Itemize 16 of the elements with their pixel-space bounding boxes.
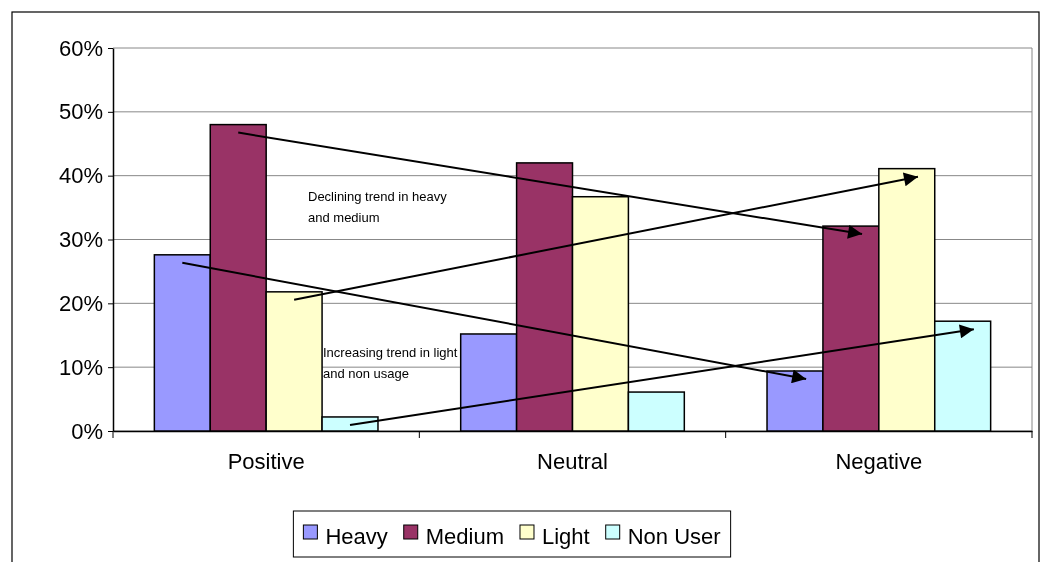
- y-tick-label: 30%: [58, 227, 103, 253]
- y-tick-label: 0%: [71, 418, 103, 444]
- x-tick-label: Positive: [227, 449, 305, 475]
- legend-label: Heavy: [325, 523, 388, 549]
- annotation: Increasing trend in light and non usage: [323, 345, 458, 381]
- x-tick-label: Negative: [835, 449, 923, 475]
- y-tick-label: 40%: [58, 163, 103, 189]
- x-tick-label: Neutral: [537, 449, 608, 475]
- legend-label: Light: [541, 523, 590, 549]
- y-tick-label: 60%: [58, 35, 103, 61]
- y-tick-label: 10%: [58, 354, 103, 380]
- y-tick-label: 50%: [58, 99, 103, 125]
- y-tick-label: 20%: [58, 290, 103, 316]
- legend-label: Non User: [627, 523, 721, 549]
- annotation: Declining trend in heavy and medium: [308, 189, 448, 225]
- legend-label: Medium: [425, 523, 504, 549]
